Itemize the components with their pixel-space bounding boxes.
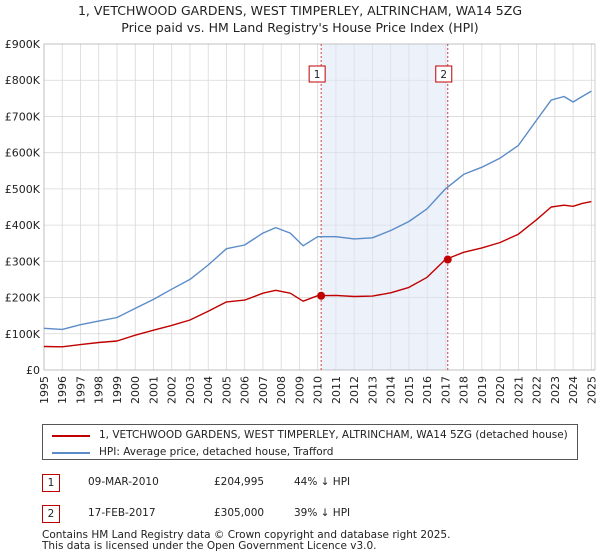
x-tick-label: 2004 [202,376,215,404]
transaction-row: 1 09-MAR-2010 £204,995 44% ↓ HPI [42,474,582,494]
y-tick-label: £700K [5,110,41,123]
x-tick-label: 2013 [366,376,379,404]
grid [43,43,595,371]
sale-point [443,255,452,264]
sale-points [317,255,452,300]
x-tick-label: 2020 [494,376,507,404]
transaction-number-badge: 1 [42,474,60,492]
x-tick-label: 1996 [56,376,69,404]
y-tick-label: £0 [26,364,40,377]
x-tick-label: 1997 [74,376,87,404]
x-axis: 1995 1996 1997 1998 1999 2000 2001 2002 2003 2004… [38,376,598,404]
x-tick-label: 2008 [275,376,288,404]
y-axis: £0 £100K £200K £300K £400K £500K £600K £700K £80… [5,38,41,377]
chart-title: 1, VETCHWOOD GARDENS, WEST TIMPERLEY, AL… [0,2,600,36]
series-lines [43,90,592,348]
property-price-line [43,200,592,348]
x-tick-label: 2014 [385,376,398,404]
y-tick-label: £900K [5,38,41,51]
price-chart: £0 £100K £200K £300K £400K £500K £600K £700K £80… [5,38,599,404]
x-tick-label: 2006 [239,376,252,404]
y-tick-label: £100K [5,328,41,341]
x-tick-label: 2002 [166,376,179,404]
x-tick-label: 2010 [312,376,325,404]
x-tick-label: 2023 [549,376,562,404]
x-tick-label: 2000 [129,376,142,404]
footer: Contains HM Land Registry data © Crown c… [42,530,450,552]
x-tick-label: 1995 [38,376,51,404]
x-tick-label: 2007 [257,376,270,404]
x-tick-label: 2024 [567,376,580,404]
legend-swatch-property [52,435,90,437]
transaction-label-box [435,65,453,83]
transaction-date: 17-FEB-2017 [88,507,156,519]
x-tick-label: 2025 [585,376,598,404]
x-tick-label: 2001 [147,376,160,404]
transaction-hpi-diff: 44% ↓ HPI [294,476,351,488]
y-tick-label: £300K [5,255,41,268]
transaction-hpi-diff: 39% ↓ HPI [294,507,351,519]
transaction-date: 09-MAR-2010 [88,476,159,488]
x-tick-label: 2003 [184,376,197,404]
legend-item-property: 1, VETCHWOOD GARDENS, WEST TIMPERLEY, AL… [43,427,577,445]
x-tick-label: 1998 [93,376,106,404]
transaction-period-shade [321,44,448,370]
footer-line-1: Contains HM Land Registry data © Crown c… [42,529,451,541]
transaction-price: £204,995 [214,476,265,488]
x-tick-label: 2016 [421,376,434,404]
x-tick-label: 2019 [476,376,489,404]
y-tick-label: £200K [5,292,41,305]
y-tick-label: £800K [5,74,41,87]
legend-item-hpi: HPI: Average price, detached house, Traf… [43,444,577,462]
x-tick-label: 2022 [531,376,544,404]
legend-swatch-hpi [52,452,90,454]
transaction-row: 2 17-FEB-2017 £305,000 39% ↓ HPI [42,505,582,525]
legend-label-property: 1, VETCHWOOD GARDENS, WEST TIMPERLEY, AL… [99,429,568,441]
hpi-line [43,90,592,331]
y-tick-label: £500K [5,183,41,196]
x-tick-label: 2011 [330,376,343,404]
x-tick-label: 2017 [439,376,452,404]
title-line-2: Price paid vs. HM Land Registry's House … [121,20,479,35]
legend: 1, VETCHWOOD GARDENS, WEST TIMPERLEY, AL… [42,424,578,460]
transaction-label: 2 [440,69,447,81]
x-tick-label: 1999 [111,376,124,404]
x-tick-label: 2005 [220,376,233,404]
y-tick-label: £600K [5,147,41,160]
footer-line-2: This data is licensed under the Open Gov… [42,540,377,552]
transaction-label: 1 [314,69,321,81]
x-tick-label: 2012 [348,376,361,404]
transaction-price: £305,000 [214,507,265,519]
transaction-label-box [308,65,326,83]
x-tick-label: 2009 [293,376,306,404]
legend-label-hpi: HPI: Average price, detached house, Traf… [99,446,334,458]
title-line-1: 1, VETCHWOOD GARDENS, WEST TIMPERLEY, AL… [77,3,523,18]
sale-point [317,291,326,300]
x-tick-label: 2018 [458,376,471,404]
y-tick-label: £400K [5,219,41,232]
transaction-number-badge: 2 [42,505,60,523]
plot-frame [43,43,596,371]
x-tick-label: 2015 [403,376,416,404]
x-tick-label: 2021 [512,376,525,404]
